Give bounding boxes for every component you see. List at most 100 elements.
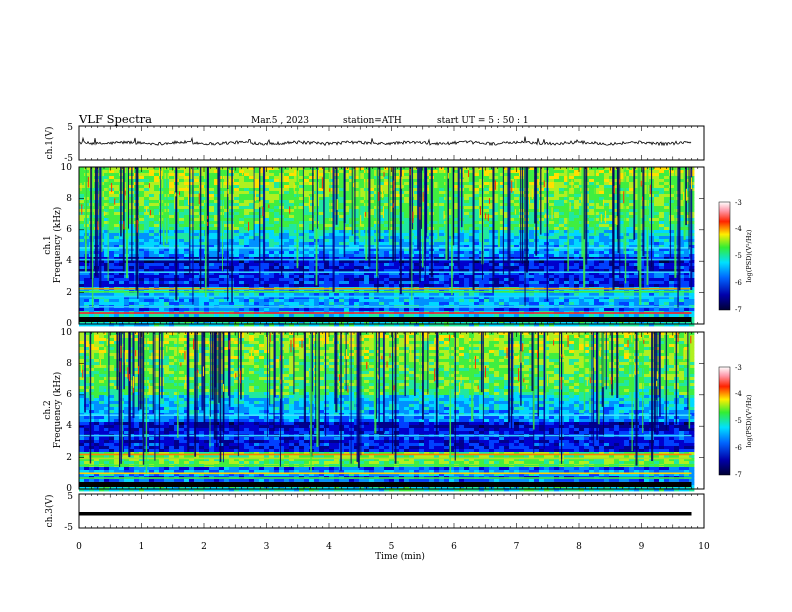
spec1-cell [624,218,630,222]
spec1-cell [454,260,460,264]
spec1-cell [614,209,620,213]
spec1-cell [414,269,420,273]
spec1-cell [539,173,545,177]
spec1-cell [494,248,500,252]
spec1-cell [199,212,205,216]
spec1-cell [664,224,670,228]
spec1-cell [259,269,265,273]
spec1-cell [439,170,445,174]
spec1-cell [214,173,220,177]
spec1-cell [494,233,500,237]
spec1-cell [299,218,305,222]
spec1-cell [154,221,160,225]
spec1-cell [249,215,255,219]
spec1-cell [169,272,175,276]
spec1-cell [359,224,365,228]
spec1-cell [184,224,190,228]
spec1-cell [584,281,590,285]
spec1-cell [219,269,225,273]
spec1-cell [254,194,260,198]
spec1-cell [79,230,85,234]
spec1-cell [114,269,120,273]
spec1-cell [494,170,500,174]
spec1-cell [594,200,600,204]
spec1-cell [554,215,560,219]
spec1-cell [489,173,495,177]
spec1-cell [264,203,270,207]
spec1-cell [504,254,510,258]
spec1-cell [354,239,360,243]
spec1-cell [514,197,520,201]
spec1-cell [284,173,290,177]
spec1-cell [339,269,345,273]
spec1-cell [659,197,665,201]
spec1-cell [564,248,570,252]
spec1-cell [624,245,630,249]
spec1-cell [204,200,210,204]
spec1-cell [324,245,330,249]
spec1-cell [344,251,350,255]
spec1-cell [214,260,220,264]
spec1-cell [109,215,115,219]
spec1-cell [609,194,615,198]
spec1-cell [619,230,625,234]
spec1-cell [559,266,565,270]
spec1-cell [404,227,410,231]
spec1-cell [439,266,445,270]
spec1-cell [559,242,565,246]
spec1-cell [594,188,600,192]
spec1-cell [654,275,660,279]
spec1-cell [149,221,155,225]
spec1-cell [454,218,460,222]
spec1-cell [114,278,120,282]
spec1-cell [489,227,495,231]
spec1-cell [249,224,255,228]
spec1-cell [494,188,500,192]
spec1-cell [674,236,680,240]
spec1-cell [304,170,310,174]
spec1-cell [139,209,145,213]
spec1-cell [404,188,410,192]
spec1-cell [514,242,520,246]
spec1-cell [289,206,295,210]
spec1-cell [609,182,615,186]
spec1-cell [369,257,375,261]
spec1-cell [389,278,395,282]
spec1-cell [594,245,600,249]
spec1-cell [444,266,450,270]
spec1-cell [574,173,580,177]
spec1-cell [539,251,545,255]
spec1-cell [209,170,215,174]
spec1-cell [194,224,200,228]
spec1-cell [499,167,505,171]
spec1-cell [304,188,310,192]
spec1-cell [219,236,225,240]
spec1-cell [299,188,305,192]
spec1-cell [469,176,475,180]
spec1-cell [569,269,575,273]
spec1-cell [199,251,205,255]
spec1-cell [679,275,685,279]
spec1-cell [309,203,315,207]
spec1-cell [234,167,240,171]
spec1-cell [264,269,270,273]
spec1-cell [344,278,350,282]
spec1-cell [414,182,420,186]
spec1-cell [494,173,500,177]
spec1-cell [669,203,675,207]
spec1-cell [319,215,325,219]
spec1-cell [539,266,545,270]
spec1-cell [79,176,85,180]
spec1-cell [144,167,150,171]
spec1-cell [454,251,460,255]
spec1-cell [289,251,295,255]
spec1-cell [619,200,625,204]
spec1-cell [664,212,670,216]
spec1-cell [569,224,575,228]
spec1-cell [634,242,640,246]
spec1-cell [389,239,395,243]
spec1-cell [584,263,590,267]
spec1-cell [244,221,250,225]
spec1-cell [404,218,410,222]
spec1-cell [454,236,460,240]
